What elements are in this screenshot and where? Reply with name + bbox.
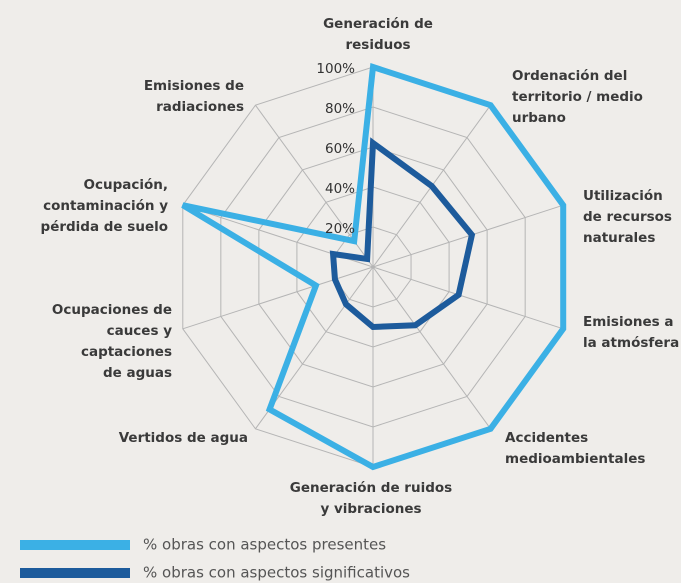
category-label: Utilización de recursos naturales <box>583 188 672 246</box>
category-label: Emisiones a la atmósfera <box>583 314 679 351</box>
radial-tick-label: 100% <box>316 61 355 77</box>
category-label: Generación de ruidos y vibraciones <box>290 480 452 517</box>
legend-swatch <box>20 568 130 578</box>
spoke <box>372 204 564 268</box>
series-line <box>181 63 567 471</box>
category-label: Generación de residuos <box>323 16 433 53</box>
legend-label: % obras con aspectos presentes <box>143 536 386 554</box>
category-label: Ocupación, contaminación y pérdida de suel… <box>41 177 169 235</box>
category-label: Ordenación del territorio / medio urbano <box>512 68 643 126</box>
category-label: Emisiones de radiaciones <box>144 78 244 115</box>
category-label: Accidentes medioambientales <box>505 430 645 467</box>
spoke <box>372 266 491 430</box>
legend-label: % obras con aspectos significativos <box>143 564 410 582</box>
radial-tick-label: 20% <box>325 221 355 237</box>
series-line <box>329 137 476 331</box>
legend-swatch <box>20 540 130 550</box>
category-label: Vertidos de agua <box>119 430 248 446</box>
radial-tick-label: 40% <box>325 181 355 197</box>
spoke <box>182 266 374 330</box>
category-label: Ocupaciones de cauces y captaciones de agua… <box>52 302 172 381</box>
radial-tick-label: 60% <box>325 141 355 157</box>
spoke <box>372 266 564 330</box>
radial-tick-label: 80% <box>325 101 355 117</box>
